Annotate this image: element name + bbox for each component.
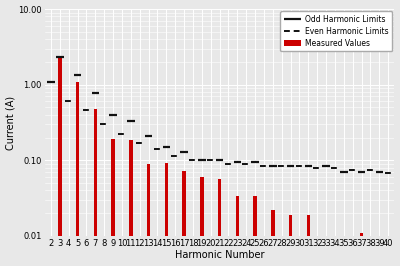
Bar bbox=[306, 215, 310, 266]
Bar bbox=[76, 82, 79, 266]
Bar bbox=[218, 179, 221, 266]
Y-axis label: Current (A): Current (A) bbox=[6, 95, 16, 149]
Even Harmonic Limits bbox=[62, 100, 67, 103]
Bar bbox=[111, 139, 115, 266]
Bar bbox=[147, 164, 150, 266]
Odd Harmonic Limits bbox=[52, 81, 57, 84]
Bar bbox=[129, 140, 133, 266]
Bar bbox=[289, 215, 292, 266]
Bar bbox=[236, 196, 239, 266]
Bar bbox=[58, 57, 62, 266]
Bar bbox=[94, 110, 97, 266]
Bar bbox=[253, 196, 257, 266]
Bar bbox=[360, 233, 363, 266]
X-axis label: Harmonic Number: Harmonic Number bbox=[175, 251, 264, 260]
Even Harmonic Limits bbox=[70, 100, 75, 103]
Bar bbox=[182, 171, 186, 266]
Bar bbox=[271, 210, 275, 266]
Bar bbox=[378, 248, 381, 266]
Bar bbox=[164, 163, 168, 266]
Bar bbox=[200, 177, 204, 266]
Legend: Odd Harmonic Limits, Even Harmonic Limits, Measured Values: Odd Harmonic Limits, Even Harmonic Limit… bbox=[280, 11, 392, 51]
Odd Harmonic Limits bbox=[45, 81, 50, 84]
